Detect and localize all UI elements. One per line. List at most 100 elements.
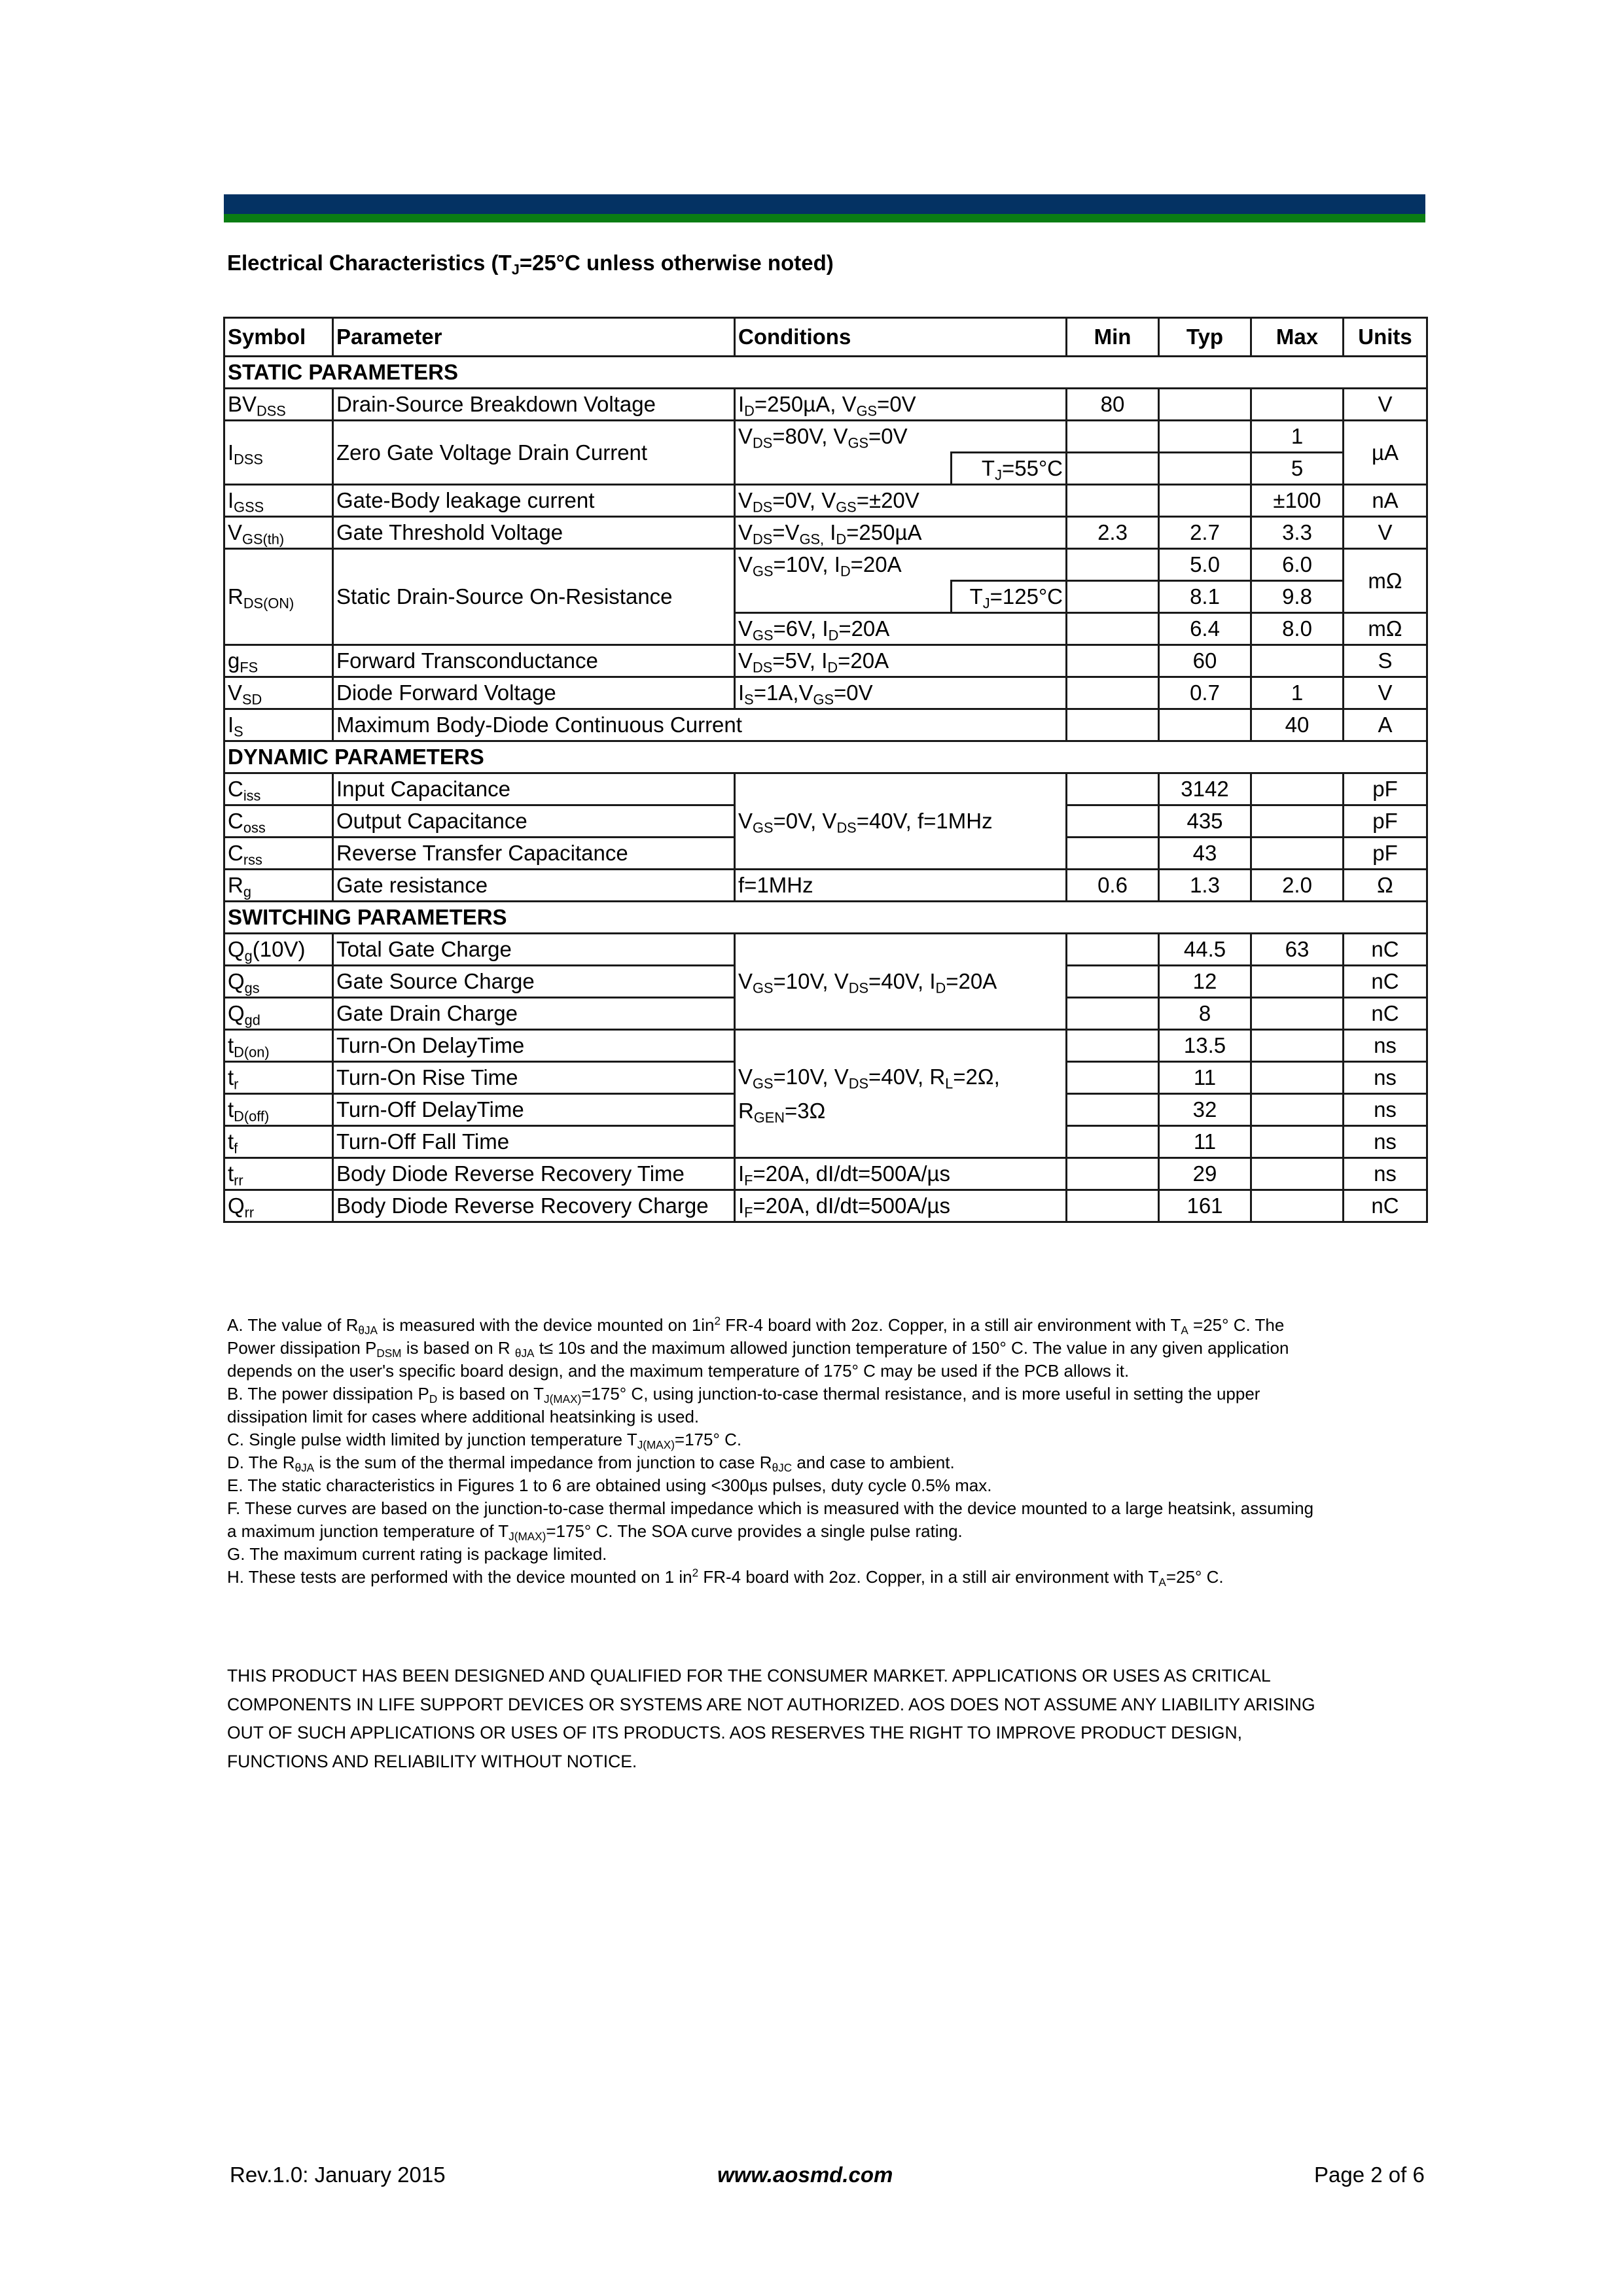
typ-cell: 60	[1158, 644, 1252, 678]
max-cell	[1250, 1093, 1344, 1127]
table-row: VGS=6V, ID=20A 6.4 8.0 mΩ	[224, 612, 1428, 646]
symbol-cell: trr	[223, 1157, 334, 1191]
header-symbol: Symbol	[223, 317, 334, 357]
typ-cell: 8.1	[1158, 580, 1252, 614]
units-cell: nC	[1342, 964, 1428, 998]
footnote-line: A. The value of RθJA is measured with th…	[227, 1314, 1285, 1337]
conditions-cell: VDS=5V, ID=20A	[734, 644, 1067, 678]
footnote-line: D. The RθJA is the sum of the thermal im…	[227, 1453, 955, 1475]
units-cell: nC	[1342, 997, 1428, 1031]
table-row: trr Body Diode Reverse Recovery Time IF=…	[223, 1157, 1428, 1191]
min-cell	[1065, 676, 1160, 710]
conditions-cell: IF=20A, dI/dt=500A/µs	[734, 1189, 1067, 1223]
min-cell	[1065, 772, 1160, 806]
symbol-cell: VSD	[223, 676, 334, 710]
footnote-line: H. These tests are performed with the de…	[227, 1566, 1224, 1589]
min-cell	[1065, 451, 1160, 486]
symbol-cell: IGSS	[223, 484, 334, 518]
units-cell: nC	[1342, 1189, 1428, 1223]
section-title: Electrical Characteristics (TJ=25°C unle…	[227, 251, 834, 278]
max-cell	[1250, 1157, 1344, 1191]
parameter-cell: Static Drain-Source On-Resistance	[332, 548, 736, 646]
conditions-line: RGEN=3Ω	[738, 1098, 826, 1126]
symbol-cell: Crss	[223, 836, 334, 870]
conditions-cell: VGS=0V, VDS=40V, f=1MHz	[734, 772, 1067, 870]
table-row: tf Turn-Off Fall Time 11 ns	[223, 1125, 1428, 1159]
footnote-line: E. The static characteristics in Figures…	[227, 1475, 992, 1495]
conditions-cell: VGS=6V, ID=20A	[734, 612, 1067, 646]
max-cell: 40	[1250, 708, 1344, 742]
footer-revision: Rev.1.0: January 2015	[230, 2163, 446, 2187]
max-cell: 2.0	[1250, 868, 1344, 902]
min-cell	[1065, 580, 1160, 614]
parameter-cell: Body Diode Reverse Recovery Time	[332, 1157, 736, 1191]
units-cell: nC	[1342, 932, 1428, 966]
conditions-cell: VDS=80V, VGS=0V	[734, 419, 1067, 453]
units-cell: mΩ	[1342, 548, 1428, 614]
typ-cell: 6.4	[1158, 612, 1252, 646]
table-row: VGS(th) Gate Threshold Voltage VDS=VGS, …	[223, 516, 1428, 550]
typ-cell	[1158, 708, 1252, 742]
table-row: Qgs Gate Source Charge 12 nC	[223, 964, 1428, 998]
max-cell	[1250, 804, 1344, 838]
table-row: VSD Diode Forward Voltage IS=1A,VGS=0V 0…	[223, 676, 1428, 710]
table-row: Qrr Body Diode Reverse Recovery Charge I…	[223, 1189, 1428, 1223]
table-row: Crss Reverse Transfer Capacitance 43 pF	[223, 836, 1428, 870]
typ-cell: 8	[1158, 997, 1252, 1031]
units-cell: nA	[1342, 484, 1428, 518]
table-row: TJ=55°C 5	[224, 451, 1427, 486]
parameter-cell: Drain-Source Breakdown Voltage	[332, 387, 736, 421]
footnotes: A. The value of RθJA is measured with th…	[227, 1314, 1313, 1589]
units-cell: ns	[1342, 1093, 1428, 1127]
footnote-line: F. These curves are based on the junctio…	[227, 1498, 1314, 1518]
units-cell: ns	[1342, 1029, 1428, 1063]
footnote-line: depends on the user's specific board des…	[227, 1361, 1130, 1381]
table-row: TJ=125°C 8.1 9.8	[224, 580, 1427, 614]
units-cell: ns	[1342, 1157, 1428, 1191]
symbol-cell: VGS(th)	[223, 516, 334, 550]
min-cell	[1065, 964, 1160, 998]
units-cell: µA	[1342, 419, 1428, 486]
units-cell: V	[1342, 676, 1428, 710]
disclaimer: THIS PRODUCT HAS BEEN DESIGNED AND QUALI…	[227, 1662, 1315, 1776]
footer-website-link[interactable]: www.aosmd.com	[717, 2163, 893, 2187]
parameter-cell: Zero Gate Voltage Drain Current	[332, 419, 736, 486]
typ-cell: 13.5	[1158, 1029, 1252, 1063]
typ-cell	[1158, 419, 1252, 453]
footnote-line: Power dissipation PDSM is based on R θJA…	[227, 1338, 1289, 1360]
min-cell: 80	[1065, 387, 1160, 421]
min-cell	[1065, 612, 1160, 646]
min-cell	[1065, 708, 1160, 742]
section-dynamic: DYNAMIC PARAMETERS	[223, 740, 1428, 774]
conditions-cell: VGS=10V, VDS=40V, ID=20A	[734, 932, 1067, 1031]
parameter-cell: Gate Drain Charge	[332, 997, 736, 1031]
table-row: Coss Output Capacitance 435 pF	[223, 804, 1428, 838]
max-cell: 1	[1250, 419, 1344, 453]
conditions-blank	[734, 452, 952, 486]
symbol-cell: Qrr	[223, 1189, 334, 1223]
min-cell	[1065, 644, 1160, 678]
max-cell	[1250, 772, 1344, 806]
typ-cell: 12	[1158, 964, 1252, 998]
symbol-cell: tD(on)	[223, 1029, 334, 1063]
conditions-cell: IF=20A, dI/dt=500A/µs	[734, 1157, 1067, 1191]
symbol-cell: tr	[223, 1061, 334, 1095]
footnote-line: a maximum junction temperature of TJ(MAX…	[227, 1521, 963, 1544]
footnote-line: C. Single pulse width limited by junctio…	[227, 1430, 742, 1452]
min-cell	[1065, 1189, 1160, 1223]
parameter-cell: Turn-Off DelayTime	[332, 1093, 736, 1127]
units-cell: S	[1342, 644, 1428, 678]
max-cell	[1250, 387, 1344, 421]
typ-cell	[1158, 451, 1252, 486]
symbol-cell: tD(off)	[223, 1093, 334, 1127]
parameter-cell: Diode Forward Voltage	[332, 676, 736, 710]
parameter-cell: Gate resistance	[332, 868, 736, 902]
parameter-cell: Turn-On DelayTime	[332, 1029, 736, 1063]
disclaimer-line: COMPONENTS IN LIFE SUPPORT DEVICES OR SY…	[227, 1694, 1315, 1714]
conditions-cell: VDS=VGS, ID=250µA	[734, 516, 1067, 550]
min-cell	[1065, 1029, 1160, 1063]
conditions-line: VGS=10V, VDS=40V, RL=2Ω,	[738, 1064, 1000, 1092]
symbol-cell: BVDSS	[223, 387, 334, 421]
header-bar-navy	[224, 194, 1425, 214]
max-cell: 1	[1250, 676, 1344, 710]
